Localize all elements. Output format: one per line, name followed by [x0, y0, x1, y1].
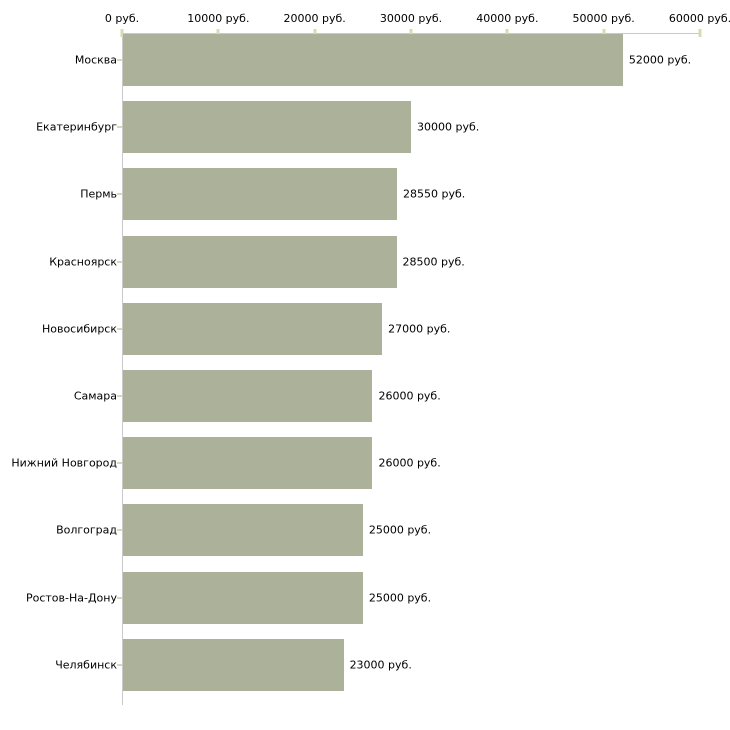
bar: [123, 34, 623, 86]
category-tick-mark: [117, 193, 122, 196]
category-tick-mark: [117, 529, 122, 532]
value-label: 25000 руб.: [368, 591, 432, 605]
x-tick-label: 0 руб.: [104, 12, 140, 25]
category-label: Ростов-На-Дону: [25, 591, 117, 605]
value-label: 28500 руб.: [402, 255, 465, 269]
x-tick-label: 60000 руб.: [668, 12, 730, 25]
x-tick-mark: [409, 29, 413, 37]
x-tick-label: 40000 руб.: [476, 12, 539, 25]
x-tick-mark: [505, 29, 509, 37]
bar: [123, 101, 411, 154]
x-tick-mark: [602, 29, 606, 37]
bar: [123, 437, 373, 490]
bar: [123, 638, 344, 691]
bar: [123, 370, 373, 422]
value-label: 30000 руб.: [417, 120, 480, 134]
x-tick-mark: [313, 29, 317, 37]
x-tick-mark: [120, 29, 124, 37]
bar: [123, 235, 397, 288]
category-tick-mark: [117, 59, 122, 61]
x-tick-label: 30000 руб.: [379, 12, 443, 25]
category-label: Самара: [73, 389, 117, 403]
category-label: Екатеринбург: [36, 120, 117, 134]
value-label: 28550 руб.: [403, 187, 466, 201]
category-label: Нижний Новгород: [11, 456, 117, 470]
x-tick-mark: [216, 29, 220, 37]
category-tick-mark: [117, 462, 122, 465]
category-tick-mark: [117, 260, 122, 263]
value-label: 26000 руб.: [378, 389, 441, 403]
x-tick-label: 50000 руб.: [572, 12, 635, 25]
x-tick-label: 10000 руб.: [187, 12, 250, 25]
category-tick-mark: [117, 663, 122, 666]
x-tick-label: 20000 руб.: [283, 12, 346, 25]
category-label: Пермь: [80, 187, 117, 201]
category-label: Челябинск: [55, 658, 117, 672]
category-tick-mark: [117, 395, 122, 397]
value-label: 25000 руб.: [368, 523, 432, 537]
value-label: 52000 руб.: [628, 53, 692, 67]
category-tick-mark: [117, 327, 122, 330]
category-tick-mark: [117, 596, 122, 599]
category-label: Москва: [74, 53, 117, 67]
x-tick-mark: [698, 29, 702, 37]
y-axis-line: [122, 33, 123, 705]
value-label: 26000 руб.: [378, 456, 441, 470]
category-tick-mark: [117, 126, 122, 129]
bar: [123, 504, 363, 557]
category-label: Красноярск: [49, 255, 117, 269]
bar: [123, 302, 383, 355]
category-label: Волгоград: [56, 523, 117, 537]
bar: [123, 571, 363, 624]
category-label: Новосибирск: [41, 322, 117, 336]
value-label: 27000 руб.: [388, 322, 451, 336]
bar: [123, 168, 398, 221]
value-label: 23000 руб.: [349, 658, 412, 672]
